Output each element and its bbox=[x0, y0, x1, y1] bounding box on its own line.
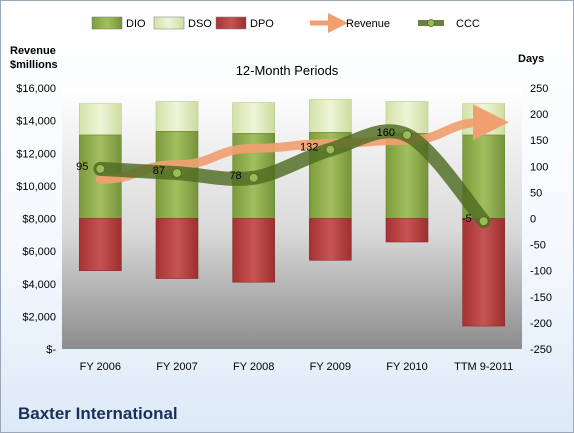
bar-dpo-5 bbox=[462, 218, 505, 327]
ccc-point-1 bbox=[172, 168, 182, 179]
category-label-3: FY 2009 bbox=[310, 361, 351, 373]
left-axis-title-line2: $millions bbox=[10, 59, 58, 71]
legend-swatch-dpo bbox=[215, 16, 247, 30]
bar-dso-3 bbox=[309, 99, 352, 133]
legend-swatch-dio bbox=[91, 16, 123, 30]
ccc-point-5 bbox=[478, 216, 489, 227]
left-tick-label-3: $6,000 bbox=[22, 246, 56, 258]
left-tick-label-8: $16,000 bbox=[16, 83, 56, 95]
company-name: Baxter International bbox=[18, 404, 178, 423]
right-axis-title: Days bbox=[518, 53, 545, 65]
ccc-label-5: -5 bbox=[462, 213, 472, 225]
right-tick-label-5: 0 bbox=[530, 214, 536, 226]
right-tick-label-10: 250 bbox=[530, 83, 548, 95]
bar-dpo-4 bbox=[385, 218, 429, 243]
ccc-point-4 bbox=[402, 129, 412, 140]
right-tick-label-2: -150 bbox=[530, 292, 552, 304]
legend-item-dso: DSO bbox=[153, 16, 212, 30]
bar-dpo-3 bbox=[309, 218, 352, 261]
left-tick-label-0: $- bbox=[46, 344, 56, 356]
right-tick-label-9: 200 bbox=[530, 109, 548, 121]
ccc-label-1: 87 bbox=[153, 165, 165, 177]
ccc-point-2 bbox=[248, 172, 259, 183]
bar-dpo-1 bbox=[155, 218, 199, 279]
right-tick-label-8: 150 bbox=[530, 135, 548, 147]
legend-label-dso: DSO bbox=[188, 18, 212, 30]
legend-marker-ccc bbox=[427, 19, 435, 27]
left-axis-title: Revenue $millions bbox=[10, 44, 58, 72]
legend-label-dpo: DPO bbox=[250, 18, 274, 30]
left-tick-label-6: $12,000 bbox=[16, 148, 56, 160]
ccc-point-0 bbox=[95, 163, 106, 174]
left-tick-label-1: $2,000 bbox=[22, 311, 56, 323]
legend-label-dio: DIO bbox=[126, 18, 146, 30]
ccc-point-3 bbox=[325, 144, 336, 155]
legend-label-revenue: Revenue bbox=[346, 18, 390, 30]
category-label-0: FY 2006 bbox=[80, 361, 121, 373]
bar-dso-1 bbox=[155, 101, 199, 132]
legend-item-ccc: CCC bbox=[418, 18, 480, 30]
legend-swatch-dso bbox=[153, 16, 185, 30]
legend-item-dpo: DPO bbox=[215, 16, 274, 30]
chart-subtitle: 12-Month Periods bbox=[235, 63, 339, 78]
bar-dpo-0 bbox=[79, 218, 122, 272]
left-tick-label-4: $8,000 bbox=[22, 214, 56, 226]
ccc-label-4: 160 bbox=[377, 127, 395, 139]
left-axis-title-line1: Revenue bbox=[10, 45, 56, 57]
right-tick-label-7: 100 bbox=[530, 161, 548, 173]
ccc-label-0: 95 bbox=[76, 161, 88, 173]
bar-dso-0 bbox=[79, 103, 122, 136]
legend-item-dio: DIO bbox=[91, 16, 146, 30]
category-label-5: TTM 9-2011 bbox=[454, 361, 513, 373]
right-tick-label-6: 50 bbox=[530, 187, 542, 199]
left-tick-label-7: $14,000 bbox=[16, 116, 56, 128]
bar-dso-2 bbox=[232, 102, 275, 134]
bar-dpo-2 bbox=[232, 218, 275, 283]
right-tick-label-3: -100 bbox=[530, 266, 552, 278]
ccc-label-2: 78 bbox=[229, 170, 241, 182]
legend-label-ccc: CCC bbox=[456, 18, 480, 30]
legend-item-revenue: Revenue bbox=[310, 13, 390, 33]
ccc-label-3: 132 bbox=[300, 142, 318, 154]
right-tick-label-0: -250 bbox=[530, 344, 552, 356]
category-label-2: FY 2008 bbox=[233, 361, 274, 373]
category-label-4: FY 2010 bbox=[386, 361, 427, 373]
left-tick-label-5: $10,000 bbox=[16, 181, 56, 193]
right-tick-label-1: -200 bbox=[530, 318, 552, 330]
left-tick-label-2: $4,000 bbox=[22, 279, 56, 291]
right-tick-label-4: -50 bbox=[530, 240, 546, 252]
category-label-1: FY 2007 bbox=[156, 361, 197, 373]
